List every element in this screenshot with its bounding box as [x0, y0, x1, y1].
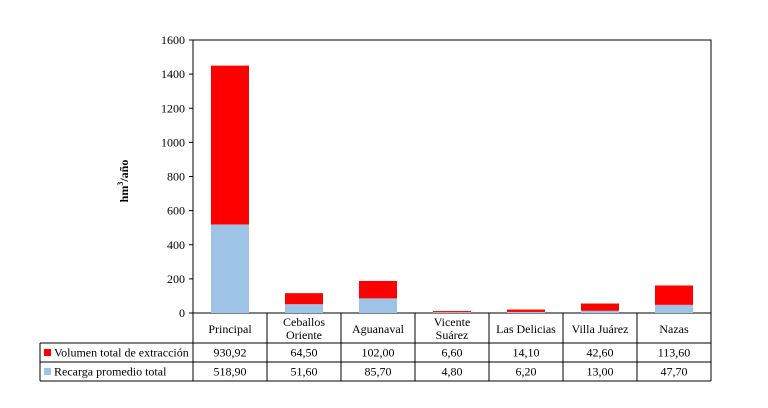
y-tick-label-2: 400	[167, 238, 185, 252]
bar-recarga-1	[285, 304, 323, 313]
bar-recarga-3	[433, 312, 471, 313]
table-cell-0-5: 42,60	[587, 346, 614, 360]
table-cell-0-0: 930,92	[214, 346, 247, 360]
table-cell-0-6: 113,60	[658, 346, 691, 360]
table-cell-1-6: 47,70	[661, 365, 688, 379]
y-tick-label-5: 1000	[161, 135, 185, 149]
table-cell-0-3: 6,60	[442, 346, 463, 360]
bar-extraccion-5	[581, 303, 619, 311]
y-axis-label-suffix: /año	[117, 160, 131, 183]
bar-extraccion-4	[507, 309, 545, 312]
category-label-5: Villa Juárez	[572, 322, 629, 336]
legend-label-0: Volumen total de extracción	[54, 346, 189, 360]
bar-extraccion-0	[211, 65, 249, 225]
bar-recarga-5	[581, 310, 619, 313]
bar-extraccion-6	[655, 285, 693, 305]
legend-swatch-0	[44, 349, 51, 356]
category-label-4: Las Delicias	[496, 322, 556, 336]
category-label-2: Aguanaval	[352, 322, 405, 336]
y-tick-label-3: 600	[167, 204, 185, 218]
category-label-3: Vicente Suárez	[434, 315, 471, 342]
category-label-1: Ceballos Oriente	[283, 315, 325, 342]
legend-label-1: Recarga promedio total	[54, 365, 167, 379]
plot-area-border	[192, 39, 712, 314]
y-tick-label-1: 200	[167, 272, 185, 286]
y-tick-label-7: 1400	[161, 67, 185, 81]
y-tick-label-8: 1600	[161, 33, 185, 47]
y-axis-label: hm3/año	[116, 160, 131, 203]
y-tick-label-6: 1200	[161, 101, 185, 115]
y-tick-label-0: 0	[179, 306, 185, 320]
table-cell-0-1: 64,50	[291, 346, 318, 360]
table-cell-1-0: 518,90	[214, 365, 247, 379]
bar-recarga-4	[507, 311, 545, 313]
table-cell-1-4: 6,20	[516, 365, 537, 379]
y-axis-label-superscript: 3	[116, 182, 125, 186]
table-cell-1-2: 85,70	[365, 365, 392, 379]
category-label-6: Nazas	[659, 322, 689, 336]
bar-recarga-2	[359, 298, 397, 313]
bar-extraccion-3	[433, 311, 471, 313]
bar-extraccion-1	[285, 293, 323, 305]
y-axis-label-unit: hm	[117, 186, 131, 203]
bar-recarga-0	[211, 224, 249, 313]
table-cell-1-5: 13,00	[587, 365, 614, 379]
table-cell-0-4: 14,10	[513, 346, 540, 360]
table-cell-1-1: 51,60	[291, 365, 318, 379]
y-tick-label-4: 800	[167, 170, 185, 184]
bar-extraccion-2	[359, 280, 397, 299]
table-cell-1-3: 4,80	[442, 365, 463, 379]
bar-recarga-6	[655, 304, 693, 313]
legend-swatch-1	[44, 368, 51, 375]
category-label-0: Principal	[208, 322, 252, 336]
table-cell-0-2: 102,00	[362, 346, 395, 360]
